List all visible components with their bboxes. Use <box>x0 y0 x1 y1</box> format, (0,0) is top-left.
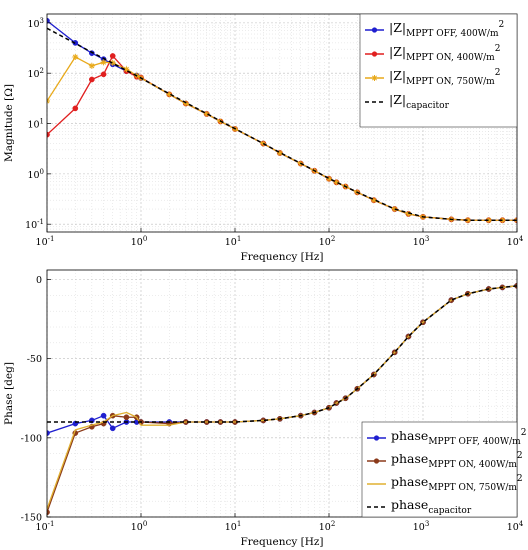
legend-entry-4: |Z|capacitor <box>365 92 450 111</box>
chart-2: 10-1 100 101 102 103 104 Frequency [Hz] -150 -10… <box>3 269 526 548</box>
y-tick-label: 0 <box>36 275 42 286</box>
x-tick-label: 102 <box>319 520 336 533</box>
x-axis-label: Frequency [Hz] <box>240 251 323 263</box>
data-point <box>391 206 398 213</box>
data-point <box>370 197 377 204</box>
y-tick-label: 103 <box>27 17 44 30</box>
series-1 <box>47 282 517 436</box>
data-point <box>464 217 471 224</box>
legend-label: phaseMPPT ON, 400W/m2 <box>391 451 523 470</box>
y-tick-label: 101 <box>27 118 44 131</box>
legend: |Z|MPPT OFF, 400W/m2 |Z|MPPT ON, 400W/m2 |… <box>359 13 518 128</box>
plot-area <box>47 282 517 516</box>
legend-entry-2: phaseMPPT ON, 400W/m2 <box>367 451 523 470</box>
legend-label: |Z|MPPT ON, 750W/m2 <box>389 68 500 87</box>
legend-marker <box>371 75 378 81</box>
x-tick-label: 101 <box>225 235 242 248</box>
legend-box <box>359 13 518 128</box>
series-4 <box>47 285 517 423</box>
x-tick-label: 100 <box>131 520 148 533</box>
legend-marker <box>371 27 378 33</box>
series-line <box>47 285 517 434</box>
data-point <box>123 66 130 73</box>
legend-marker <box>373 458 380 464</box>
data-point <box>72 105 79 112</box>
y-axis: 10-1 100 101 102 103 Magnitude [Ω] <box>3 17 51 231</box>
legend-entry-1: phaseMPPT OFF, 400W/m2 <box>367 428 526 447</box>
legend-label: phasecapacitor <box>391 497 472 516</box>
data-point <box>109 425 116 432</box>
legend-label: phaseMPPT OFF, 400W/m2 <box>391 428 526 447</box>
y-tick-label: -150 <box>21 513 42 524</box>
x-tick-label: 103 <box>413 520 430 533</box>
x-tick-label: 10-1 <box>36 235 55 248</box>
legend: phaseMPPT OFF, 400W/m2 phaseMPPT ON, 400W… <box>361 421 526 518</box>
data-point <box>123 414 130 421</box>
x-tick-label: 10-1 <box>36 520 55 533</box>
data-point <box>109 53 116 59</box>
legend-entry-2: |Z|MPPT ON, 400W/m2 <box>365 44 500 63</box>
grid <box>46 270 518 518</box>
data-point <box>405 210 412 217</box>
x-axis: 10-1 100 101 102 103 104 Frequency [Hz] <box>36 513 524 548</box>
x-axis-label: Frequency [Hz] <box>240 536 323 548</box>
data-point <box>72 53 79 60</box>
data-point <box>109 59 116 66</box>
data-point <box>326 175 332 182</box>
legend-label: phaseMPPT ON, 750W/m2 <box>391 474 523 493</box>
y-tick-label: 10-1 <box>25 218 44 231</box>
x-tick-label: 104 <box>507 235 524 248</box>
data-point <box>100 59 107 66</box>
y-tick-label: -50 <box>27 354 42 365</box>
legend-entry-1: |Z|MPPT OFF, 400W/m2 <box>365 20 504 39</box>
legend-entry-4: phasecapacitor <box>367 497 472 516</box>
x-tick-label: 102 <box>319 235 336 248</box>
plot-area <box>47 17 517 224</box>
y-tick-label: -100 <box>21 433 42 444</box>
chart-1: 10-1 100 101 102 103 104 Frequency [Hz] 10-1 100… <box>3 13 524 263</box>
y-tick-label: 100 <box>27 168 44 181</box>
legend-entry-3: phaseMPPT ON, 750W/m2 <box>367 474 523 493</box>
series-line <box>47 27 517 221</box>
series-line <box>47 285 517 423</box>
x-tick-label: 100 <box>131 235 148 248</box>
legend-box <box>361 421 518 518</box>
data-point <box>88 76 95 83</box>
x-tick-label: 101 <box>225 520 242 533</box>
data-point <box>203 110 210 117</box>
data-point <box>276 149 283 156</box>
legend-marker <box>373 435 380 441</box>
legend-entry-3: |Z|MPPT ON, 750W/m2 <box>365 68 500 87</box>
legend-marker <box>371 51 378 57</box>
y-axis-label: Magnitude [Ω] <box>3 84 15 162</box>
y-tick-label: 102 <box>27 67 44 80</box>
legend-label: |Z|MPPT OFF, 400W/m2 <box>389 20 504 39</box>
x-tick-label: 103 <box>413 235 430 248</box>
data-point <box>166 91 173 98</box>
y-axis-label: Phase [deg] <box>3 362 15 425</box>
series-line <box>47 285 517 510</box>
data-point <box>182 100 189 107</box>
legend-label: |Z|capacitor <box>389 92 450 111</box>
data-point <box>100 412 107 419</box>
series-3 <box>47 285 517 510</box>
axes-frame <box>46 269 518 518</box>
x-tick-label: 104 <box>507 520 524 533</box>
data-point <box>333 179 340 186</box>
y-axis: -150 -100 -50 0 Phase [deg] <box>3 275 51 524</box>
series-4 <box>47 27 517 221</box>
legend-label: |Z|MPPT ON, 400W/m2 <box>389 44 500 63</box>
data-point <box>100 71 107 78</box>
x-axis: 10-1 100 101 102 103 104 Frequency [Hz] <box>36 228 524 263</box>
data-point <box>88 62 95 69</box>
data-point <box>485 217 492 224</box>
